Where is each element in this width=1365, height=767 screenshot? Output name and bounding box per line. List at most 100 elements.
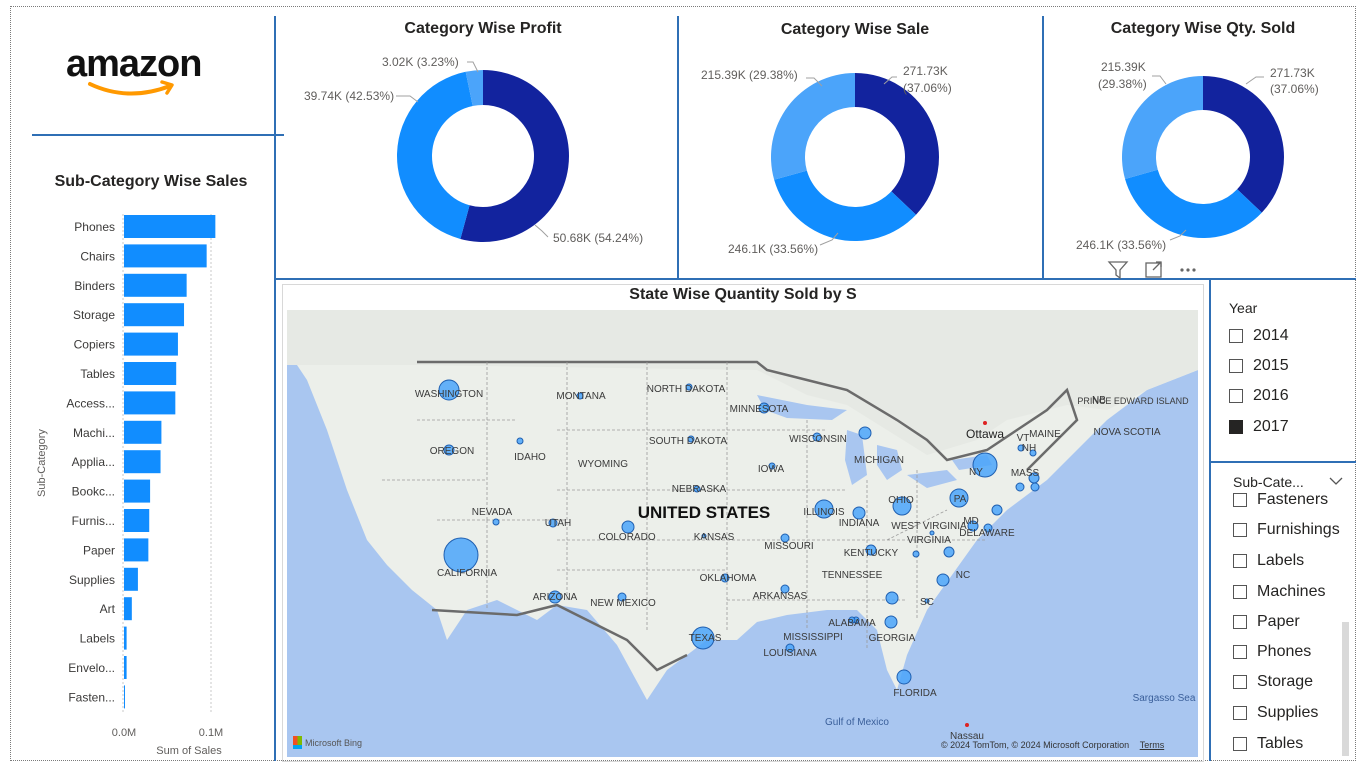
state-bubble[interactable] [858, 426, 872, 440]
report-canvas [10, 6, 1356, 761]
subcat-option-storage[interactable]: Storage [1233, 671, 1313, 693]
state-bubble[interactable] [1030, 482, 1040, 492]
state-bubble[interactable] [548, 590, 562, 604]
subcat-option-phones[interactable]: Phones [1233, 641, 1311, 663]
state-bubble[interactable] [443, 444, 455, 456]
divider [32, 134, 284, 136]
state-bubble[interactable] [967, 520, 979, 532]
place-label: GEORGIA [869, 633, 916, 644]
year-option-2016[interactable]: 2016 [1229, 385, 1289, 407]
place-label: Ottawa [966, 427, 1004, 441]
state-bubble[interactable] [768, 462, 776, 470]
year-option-2015[interactable]: 2015 [1229, 355, 1289, 377]
place-label: VT [1017, 433, 1030, 444]
ottawa-marker [983, 421, 987, 425]
checkbox[interactable] [1233, 554, 1247, 568]
place-label: ILLINOIS [803, 507, 844, 518]
place-label: NY [969, 467, 983, 478]
state-bubble[interactable] [885, 591, 899, 605]
state-bubble[interactable] [1015, 482, 1025, 492]
place-label: IDAHO [514, 452, 546, 463]
state-bubble[interactable] [687, 435, 695, 443]
checkbox[interactable] [1229, 329, 1243, 343]
state-bubble[interactable] [516, 437, 524, 445]
checkbox[interactable] [1233, 585, 1247, 599]
checkbox[interactable] [1233, 493, 1247, 507]
checkbox-checked[interactable] [1229, 420, 1243, 434]
checkbox[interactable] [1233, 615, 1247, 629]
state-bubble[interactable] [924, 598, 930, 604]
state-bubble[interactable] [720, 573, 730, 583]
state-bubble[interactable] [884, 615, 898, 629]
checkbox[interactable] [1233, 737, 1247, 751]
filter-icon[interactable] [1107, 261, 1129, 280]
subcat-option-fasteners[interactable]: Fasteners [1233, 489, 1328, 511]
state-bubble[interactable] [780, 533, 790, 543]
checkbox[interactable] [1229, 359, 1243, 373]
state-bubble[interactable] [758, 402, 770, 414]
state-bubble[interactable] [617, 592, 627, 602]
place-label: SC [920, 597, 934, 608]
year-option-2014[interactable]: 2014 [1229, 325, 1289, 347]
state-bubble[interactable] [943, 546, 955, 558]
place-label: Gulf of Mexico [825, 717, 889, 728]
place-label: WASHINGTON [415, 389, 483, 400]
state-bubble[interactable] [896, 669, 912, 685]
state-bubble[interactable] [852, 506, 866, 520]
state-bubble[interactable] [693, 485, 701, 493]
state-bubble[interactable] [949, 488, 969, 508]
focus-mode-icon[interactable] [1145, 261, 1162, 278]
state-bubble[interactable] [929, 530, 935, 536]
subcat-option-machines[interactable]: Machines [1233, 581, 1325, 603]
state-bubble[interactable] [621, 520, 635, 534]
state-map[interactable]: WASHINGTON OREGON CALIFORNIA NEVADA IDAHO MON… [287, 310, 1198, 757]
state-bubble[interactable] [685, 383, 693, 391]
state-bubble[interactable] [1029, 449, 1037, 457]
terms-link[interactable]: Terms [1139, 740, 1165, 750]
checkbox[interactable] [1233, 523, 1247, 537]
state-bubble[interactable] [848, 616, 856, 624]
state-bubble[interactable] [865, 544, 877, 556]
subcat-option-tables[interactable]: Tables [1233, 733, 1303, 755]
state-bubble[interactable] [972, 452, 998, 478]
place-label: WEST VIRGINIA [891, 521, 967, 532]
state-bubble[interactable] [892, 496, 912, 516]
state-bubble[interactable] [983, 523, 993, 533]
divider [274, 16, 276, 761]
subcat-option-supplies[interactable]: Supplies [1233, 702, 1318, 724]
state-bubble[interactable] [438, 379, 460, 401]
place-label: MISSISSIPPI [783, 632, 842, 643]
place-label: DELAWARE [959, 528, 1015, 539]
state-bubble[interactable] [814, 499, 834, 519]
state-bubble[interactable] [691, 626, 715, 650]
checkbox[interactable] [1229, 389, 1243, 403]
state-bubble[interactable] [991, 504, 1003, 516]
subcat-option-labels[interactable]: Labels [1233, 550, 1304, 572]
state-bubble[interactable] [912, 550, 920, 558]
state-bubble[interactable] [936, 573, 950, 587]
checkbox[interactable] [1233, 675, 1247, 689]
sale-label-1: (37.06%) [903, 81, 952, 95]
subcat-option-furnishings[interactable]: Furnishings [1233, 519, 1340, 541]
place-label: TEXAS [689, 633, 722, 644]
state-bubble[interactable] [780, 584, 790, 594]
chevron-down-icon[interactable] [1329, 476, 1343, 486]
year-option-2017[interactable]: 2017 [1229, 416, 1289, 438]
great-lakes [757, 395, 992, 488]
state-bubble[interactable] [1017, 444, 1025, 452]
state-bubble[interactable] [576, 392, 584, 400]
checkbox[interactable] [1233, 706, 1247, 720]
subcat-option-paper[interactable]: Paper [1233, 611, 1300, 633]
state-bubble[interactable] [443, 537, 479, 573]
state-bubble[interactable] [701, 533, 707, 539]
place-label: Nassau [950, 731, 984, 742]
slicer-scrollbar[interactable] [1342, 622, 1349, 756]
state-bubble[interactable] [492, 518, 500, 526]
state-bubble[interactable] [785, 643, 795, 653]
qty-label-3: (37.06%) [1270, 82, 1319, 96]
state-bubble[interactable] [812, 432, 822, 442]
checkbox[interactable] [1233, 645, 1247, 659]
state-bubble[interactable] [548, 518, 558, 528]
more-options-icon[interactable] [1180, 268, 1196, 272]
mexico-border [431, 603, 688, 672]
